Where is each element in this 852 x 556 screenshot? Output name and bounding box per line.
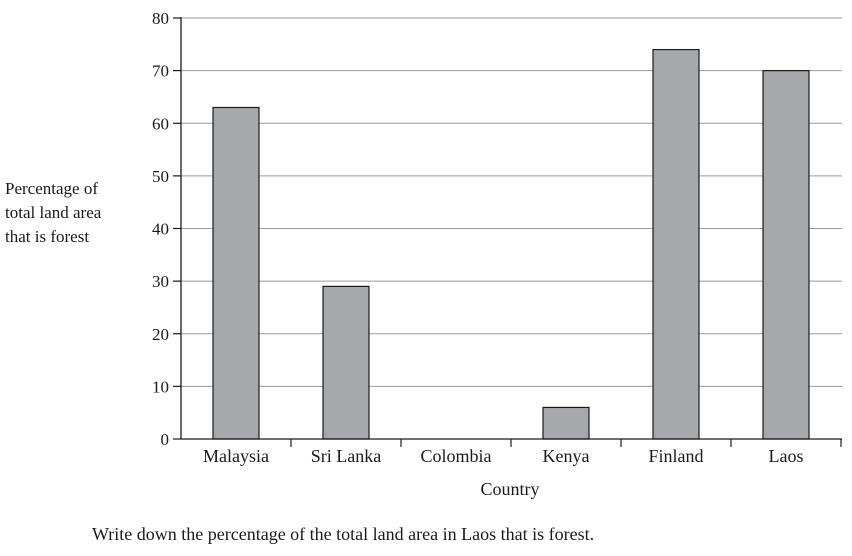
y-tick-label: 40: [152, 220, 169, 239]
x-tick-label: Kenya: [543, 446, 590, 466]
question-text: Write down the percentage of the total l…: [92, 524, 595, 544]
x-tick-label: Finland: [648, 446, 703, 466]
y-axis-title-line-2: total land area: [5, 203, 102, 222]
bar-malaysia: [212, 106, 260, 440]
y-tick-label: 20: [152, 325, 169, 344]
x-tick-label: Sri Lanka: [311, 446, 381, 466]
y-tick-label: 80: [152, 9, 169, 28]
bars: [212, 48, 810, 440]
bar-kenya: [542, 406, 590, 440]
bar-finland: [652, 48, 700, 440]
bar-laos: [762, 70, 810, 440]
y-tick-label: 50: [152, 167, 169, 186]
y-axis-title-line-1: Percentage of: [5, 179, 98, 198]
axes: 0 10 20 30 40 50 60 70 80 Malaysia Sri Lanka Colomb…: [152, 9, 842, 466]
x-tick-label: Malaysia: [203, 446, 269, 466]
y-tick-label: 70: [152, 62, 169, 81]
y-tick-label: 30: [152, 272, 169, 291]
y-tick-label: 60: [152, 114, 169, 133]
y-tick-label: 10: [152, 377, 169, 396]
x-axis-title: Country: [480, 479, 539, 499]
bar-sri-lanka: [322, 285, 370, 440]
x-tick-label: Colombia: [421, 446, 492, 466]
x-tick-label: Laos: [769, 446, 804, 466]
y-tick-label: 0: [161, 430, 170, 449]
y-axis-title-line-3: that is forest: [5, 227, 90, 246]
grid-lines: [181, 17, 842, 387]
